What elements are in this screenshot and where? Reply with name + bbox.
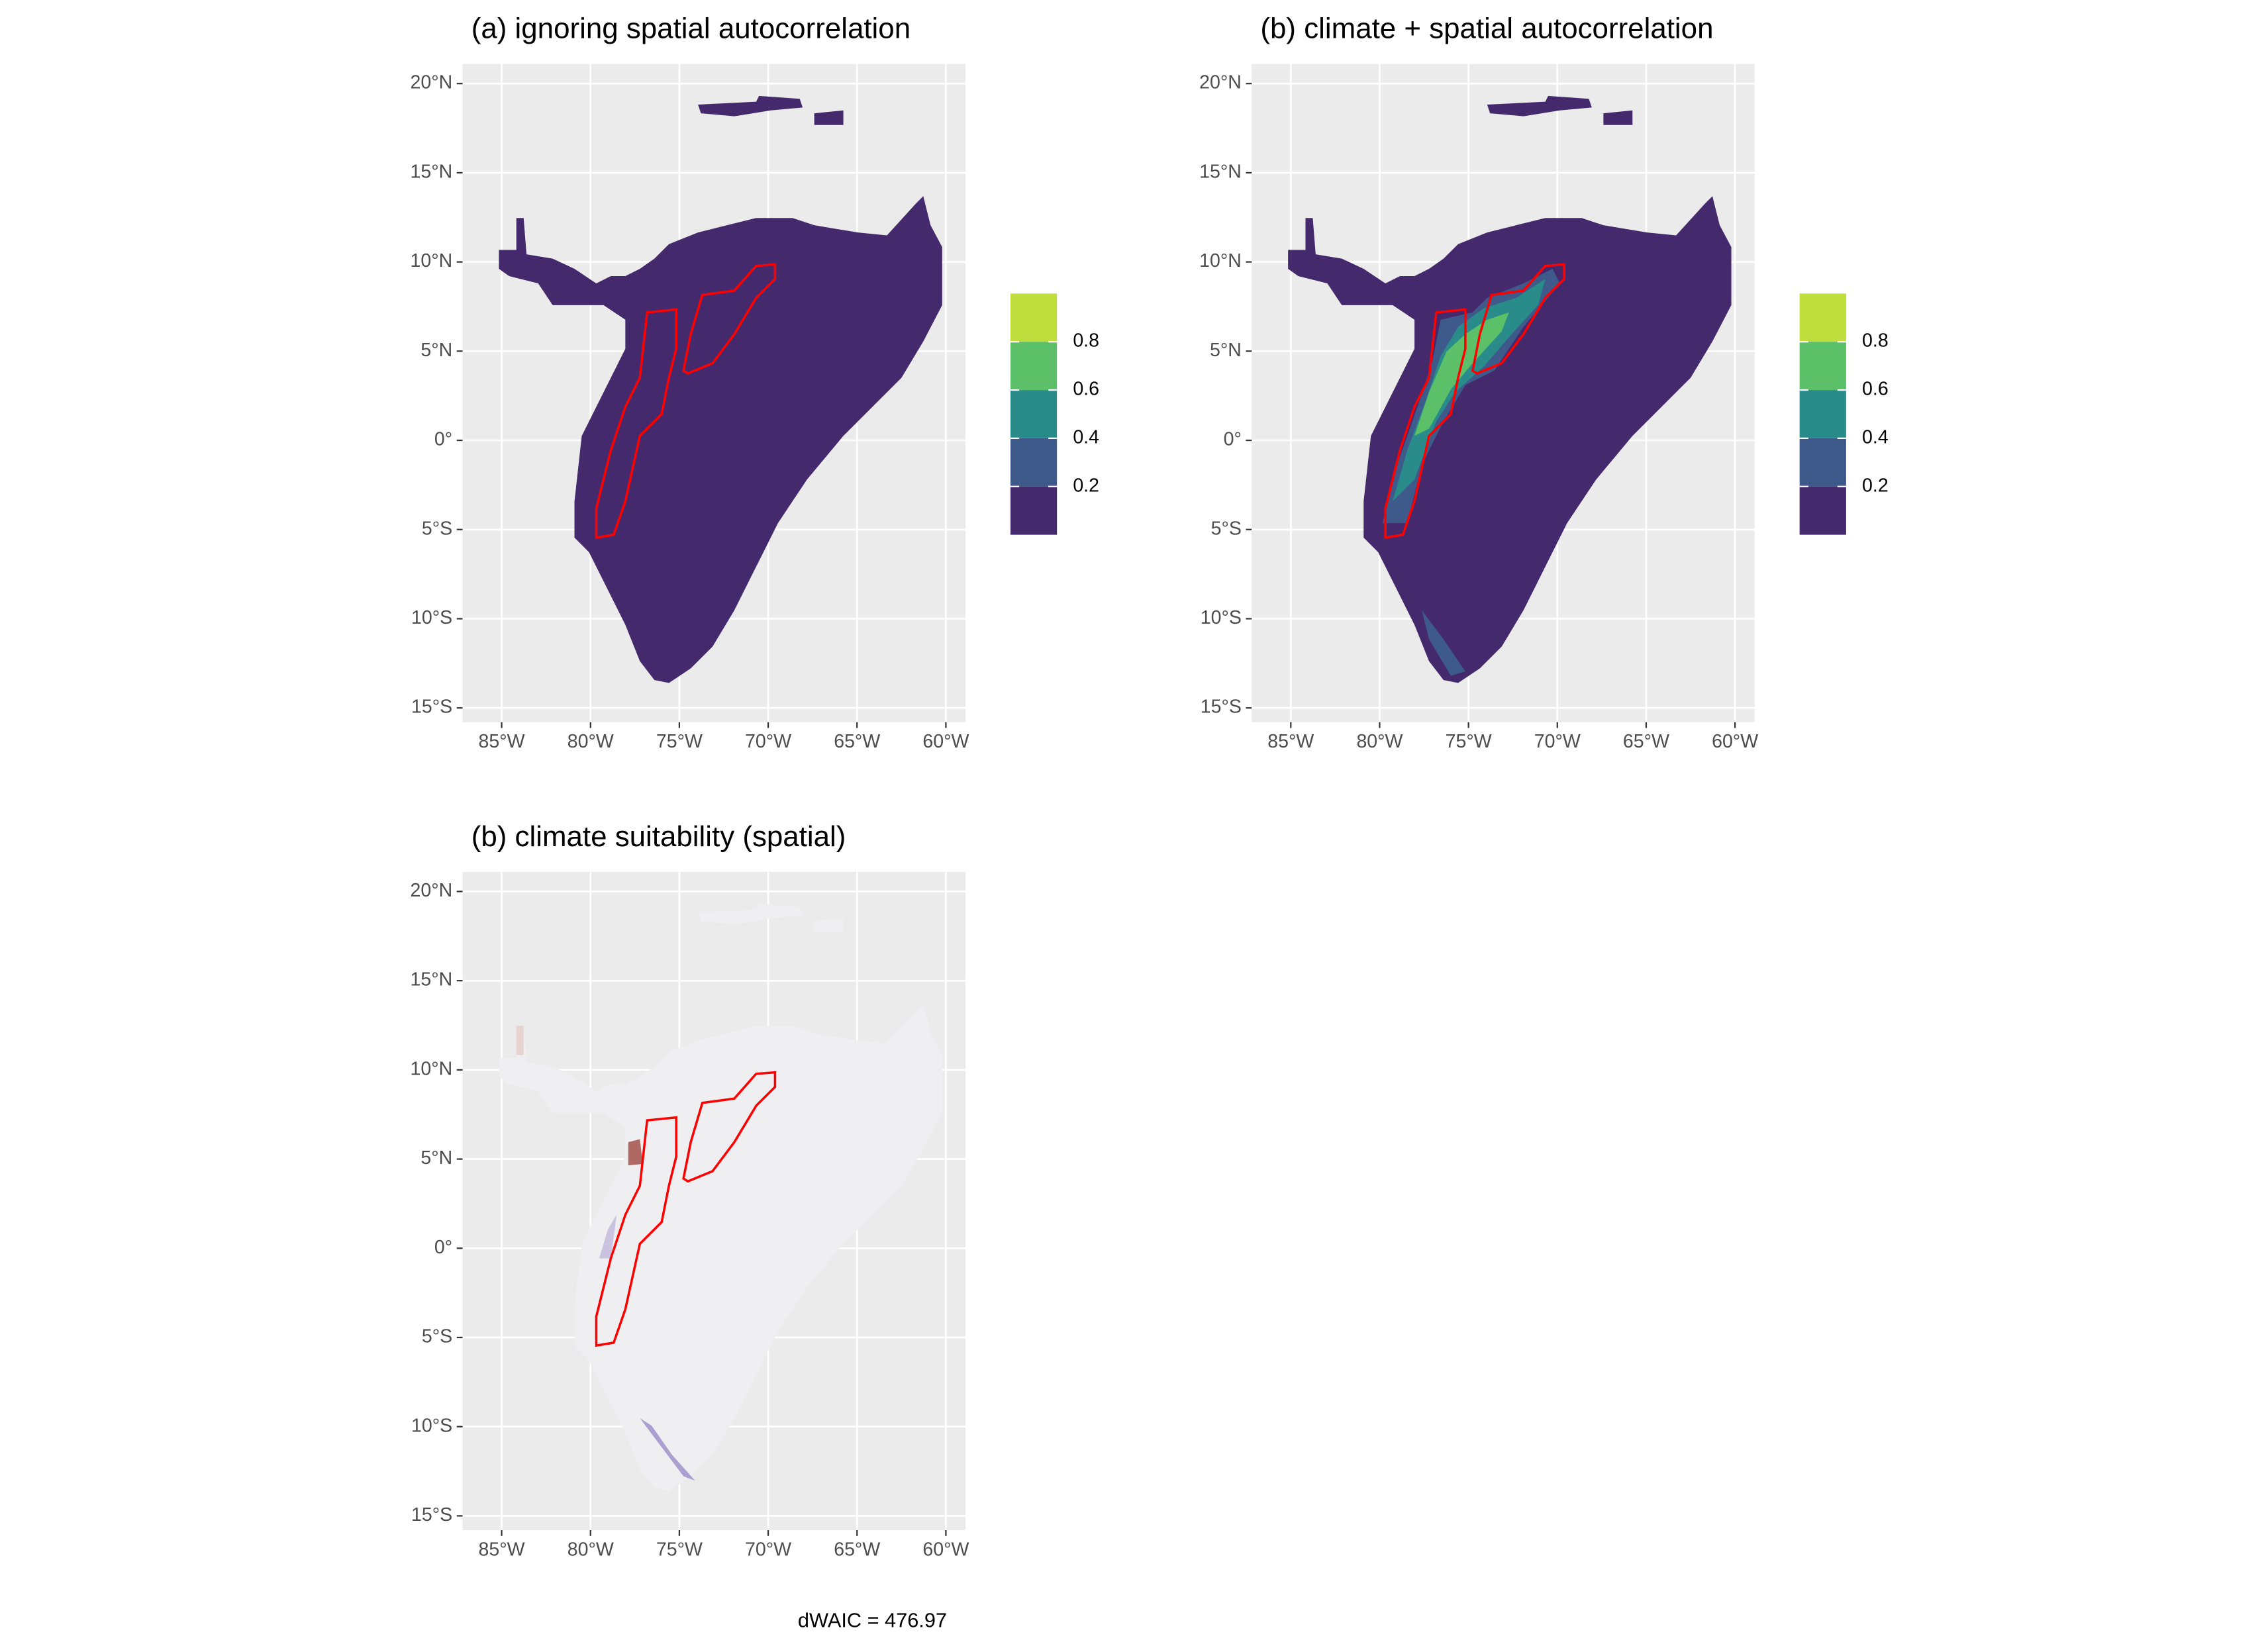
legend-bin bbox=[1799, 486, 1846, 535]
y-tick-label: 5°N bbox=[420, 340, 452, 361]
y-tick-label: 5°N bbox=[420, 1147, 452, 1169]
x-tick-label: 60°W bbox=[1712, 731, 1758, 752]
x-tick-label: 75°W bbox=[1446, 731, 1492, 752]
y-tick-label: 10°S bbox=[1201, 607, 1242, 628]
legend-bin bbox=[1010, 438, 1058, 487]
y-tick-label: 15°N bbox=[410, 969, 452, 990]
y-tick-label: 20°N bbox=[410, 880, 452, 901]
y-tick-label: 10°N bbox=[1199, 250, 1242, 271]
panel-title: (b) climate + spatial autocorrelation bbox=[1260, 13, 1713, 45]
legend-label: 0.4 bbox=[1862, 426, 1889, 448]
x-tick-label: 75°W bbox=[656, 731, 703, 752]
x-tick-label: 85°W bbox=[479, 1539, 525, 1560]
legend-bin bbox=[1010, 342, 1058, 391]
y-tick-label: 15°S bbox=[411, 1504, 452, 1525]
legend-label: 0.6 bbox=[1073, 379, 1099, 400]
x-tick-label: 60°W bbox=[922, 1539, 969, 1560]
legend-label: 0.6 bbox=[1862, 379, 1889, 400]
y-tick-label: 15°N bbox=[410, 161, 452, 182]
x-tick-label: 65°W bbox=[1623, 731, 1669, 752]
y-tick-label: 0° bbox=[1224, 429, 1242, 450]
legend-bin bbox=[1799, 342, 1846, 391]
legend-bin bbox=[1799, 438, 1846, 487]
y-tick-label: 15°S bbox=[1201, 697, 1242, 718]
x-tick-label: 80°W bbox=[567, 1539, 614, 1560]
legend-label: 0.4 bbox=[1073, 426, 1099, 448]
x-tick-label: 85°W bbox=[1267, 731, 1314, 752]
y-tick-label: 5°S bbox=[1211, 518, 1242, 539]
x-tick-label: 80°W bbox=[567, 731, 614, 752]
x-tick-label: 70°W bbox=[745, 731, 791, 752]
x-tick-label: 85°W bbox=[479, 731, 525, 752]
dwaic-note: dWAIC = 476.97 bbox=[798, 1608, 947, 1631]
legend-label: 0.2 bbox=[1862, 475, 1889, 496]
panel-title: (b) climate suitability (spatial) bbox=[471, 820, 846, 853]
y-tick-label: 5°S bbox=[422, 518, 452, 539]
legend-bin bbox=[1010, 293, 1058, 342]
panel-title: (a) ignoring spatial autocorrelation bbox=[471, 13, 911, 45]
y-tick-label: 10°N bbox=[410, 250, 452, 271]
x-tick-label: 65°W bbox=[834, 731, 880, 752]
y-tick-label: 5°N bbox=[1210, 340, 1242, 361]
y-tick-label: 5°S bbox=[422, 1326, 452, 1347]
y-tick-label: 15°N bbox=[1199, 161, 1242, 182]
legend-bin bbox=[1799, 293, 1846, 342]
y-tick-label: 20°N bbox=[1199, 72, 1242, 93]
y-tick-label: 15°S bbox=[411, 697, 452, 718]
legend-label: 0.2 bbox=[1073, 475, 1099, 496]
y-tick-label: 10°N bbox=[410, 1058, 452, 1079]
x-tick-label: 75°W bbox=[656, 1539, 703, 1560]
legend-bin bbox=[1010, 486, 1058, 535]
y-tick-label: 10°S bbox=[411, 1415, 452, 1436]
x-tick-label: 65°W bbox=[834, 1539, 880, 1560]
x-tick-label: 70°W bbox=[745, 1539, 791, 1560]
x-tick-label: 60°W bbox=[922, 731, 969, 752]
legend-bin bbox=[1799, 390, 1846, 438]
y-tick-label: 20°N bbox=[410, 72, 452, 93]
x-tick-label: 70°W bbox=[1534, 731, 1581, 752]
y-tick-label: 10°S bbox=[411, 607, 452, 628]
y-tick-label: 0° bbox=[434, 429, 452, 450]
legend-label: 0.8 bbox=[1073, 330, 1099, 352]
legend-bin bbox=[1010, 390, 1058, 438]
x-tick-label: 80°W bbox=[1356, 731, 1403, 752]
legend-label: 0.8 bbox=[1862, 330, 1889, 352]
y-tick-label: 0° bbox=[434, 1237, 452, 1258]
